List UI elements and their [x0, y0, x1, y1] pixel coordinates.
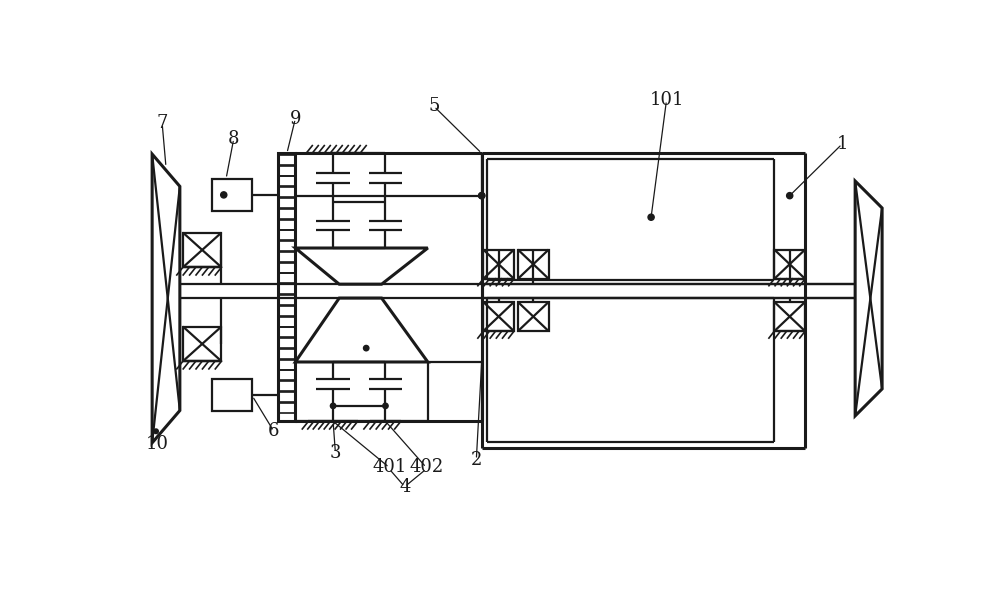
- Circle shape: [383, 403, 388, 408]
- Circle shape: [479, 193, 485, 199]
- Bar: [278, 295, 295, 305]
- Bar: [278, 338, 295, 348]
- Bar: [278, 274, 295, 284]
- Bar: [278, 306, 295, 316]
- Text: 4: 4: [399, 478, 410, 496]
- Bar: [278, 176, 295, 186]
- Text: 101: 101: [649, 91, 684, 109]
- Circle shape: [479, 193, 485, 199]
- Text: 402: 402: [409, 459, 443, 476]
- Bar: [183, 233, 221, 267]
- Bar: [278, 392, 295, 402]
- Text: 5: 5: [428, 98, 440, 115]
- Bar: [278, 153, 295, 421]
- Bar: [774, 302, 805, 331]
- Bar: [278, 371, 295, 381]
- Text: 6: 6: [268, 423, 280, 440]
- Bar: [278, 241, 295, 251]
- Bar: [278, 381, 295, 391]
- Bar: [278, 327, 295, 337]
- Text: 9: 9: [290, 110, 301, 128]
- Bar: [774, 249, 805, 279]
- Text: 401: 401: [372, 459, 406, 476]
- Circle shape: [787, 193, 793, 199]
- Bar: [278, 219, 295, 229]
- Bar: [278, 155, 295, 165]
- Bar: [278, 403, 295, 413]
- Bar: [183, 327, 221, 361]
- Bar: [212, 178, 252, 211]
- Bar: [278, 349, 295, 359]
- Text: 7: 7: [156, 114, 168, 132]
- Text: 10: 10: [145, 436, 168, 453]
- Bar: [278, 317, 295, 327]
- Circle shape: [221, 192, 227, 198]
- Bar: [518, 302, 549, 331]
- Text: 2: 2: [471, 451, 482, 469]
- Bar: [518, 249, 549, 279]
- Bar: [278, 209, 295, 219]
- Bar: [278, 360, 295, 370]
- Bar: [278, 198, 295, 208]
- Circle shape: [330, 403, 336, 408]
- Bar: [278, 284, 295, 294]
- Bar: [278, 187, 295, 197]
- Circle shape: [364, 345, 369, 351]
- Circle shape: [154, 429, 158, 434]
- Text: 8: 8: [228, 129, 240, 148]
- Text: 1: 1: [836, 135, 848, 153]
- Bar: [483, 302, 514, 331]
- Bar: [212, 379, 252, 411]
- Bar: [483, 249, 514, 279]
- Circle shape: [648, 214, 654, 220]
- Bar: [278, 252, 295, 262]
- Text: 3: 3: [330, 444, 341, 462]
- Bar: [278, 230, 295, 241]
- Bar: [278, 262, 295, 272]
- Bar: [278, 165, 295, 176]
